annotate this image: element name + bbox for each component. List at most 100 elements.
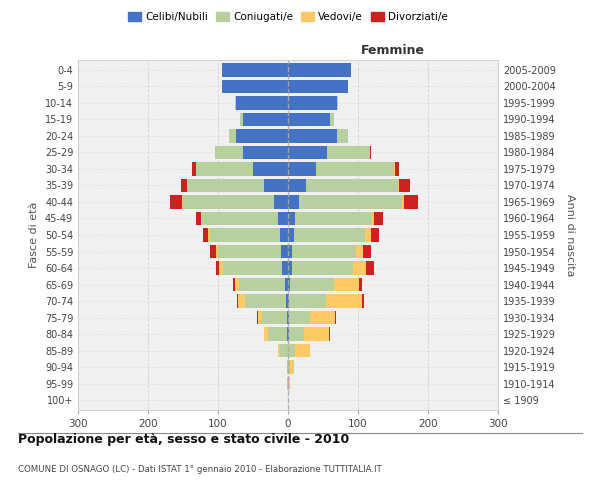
Bar [402,196,404,208]
Bar [295,344,310,357]
Bar [216,262,220,274]
Bar [264,328,268,340]
Bar [288,245,292,258]
Bar [268,328,287,340]
Bar [237,294,238,308]
Bar [215,146,242,159]
Bar [218,245,281,258]
Bar [326,294,362,308]
Bar [223,262,283,274]
Bar [335,311,337,324]
Bar [229,130,235,142]
Bar [170,196,182,208]
Bar [288,179,305,192]
Bar [203,228,208,241]
Bar [284,278,288,291]
Bar [288,344,295,357]
Bar [289,294,326,308]
Bar [316,162,394,175]
Bar [359,278,362,291]
Bar [337,130,347,142]
Bar [288,96,337,110]
Bar [187,179,263,192]
Bar [374,212,383,225]
Bar [370,146,371,159]
Bar [363,245,371,258]
Bar [257,311,258,324]
Bar [365,228,371,241]
Bar [362,294,364,308]
Bar [371,228,379,241]
Bar [305,179,398,192]
Bar [400,179,410,192]
Bar [277,344,280,357]
Bar [398,179,400,192]
Bar [334,278,359,291]
Bar [288,130,337,142]
Bar [371,212,374,225]
Bar [288,278,290,291]
Bar [404,196,418,208]
Bar [287,360,288,374]
Bar [262,311,287,324]
Bar [295,212,371,225]
Bar [288,328,289,340]
Bar [281,245,288,258]
Bar [201,212,202,225]
Bar [196,162,253,175]
Bar [221,64,288,76]
Bar [286,294,288,308]
Bar [326,146,370,159]
Bar [287,328,288,340]
Bar [292,245,356,258]
Bar [290,360,293,374]
Bar [182,196,183,208]
Bar [242,146,288,159]
Bar [280,228,288,241]
Bar [258,311,262,324]
Bar [208,228,209,241]
Bar [288,113,330,126]
Bar [353,262,366,274]
Bar [263,328,264,340]
Bar [288,377,289,390]
Bar [210,245,216,258]
Bar [216,245,218,258]
Bar [220,262,223,274]
Bar [235,278,239,291]
Bar [288,146,326,159]
Bar [304,328,329,340]
Bar [287,311,288,324]
Bar [289,311,310,324]
Bar [235,96,288,110]
Bar [288,162,316,175]
Bar [283,262,288,274]
Bar [288,64,351,76]
Bar [181,179,187,192]
Bar [233,278,235,291]
Legend: Celibi/Nubili, Coniugati/e, Vedovi/e, Divorziati/e: Celibi/Nubili, Coniugati/e, Vedovi/e, Di… [124,8,452,26]
Y-axis label: Fasce di età: Fasce di età [29,202,39,268]
Bar [329,328,330,340]
Bar [288,212,295,225]
Text: Popolazione per età, sesso e stato civile - 2010: Popolazione per età, sesso e stato civil… [18,432,349,446]
Bar [310,311,335,324]
Bar [274,196,288,208]
Bar [289,377,290,390]
Bar [289,328,304,340]
Bar [183,196,274,208]
Bar [253,162,288,175]
Bar [245,294,286,308]
Bar [287,377,288,390]
Bar [280,344,288,357]
Bar [288,196,299,208]
Bar [263,179,288,192]
Bar [288,228,293,241]
Bar [209,228,280,241]
Bar [221,80,288,93]
Bar [356,245,363,258]
Bar [293,228,365,241]
Bar [235,130,288,142]
Bar [337,96,338,110]
Bar [292,262,353,274]
